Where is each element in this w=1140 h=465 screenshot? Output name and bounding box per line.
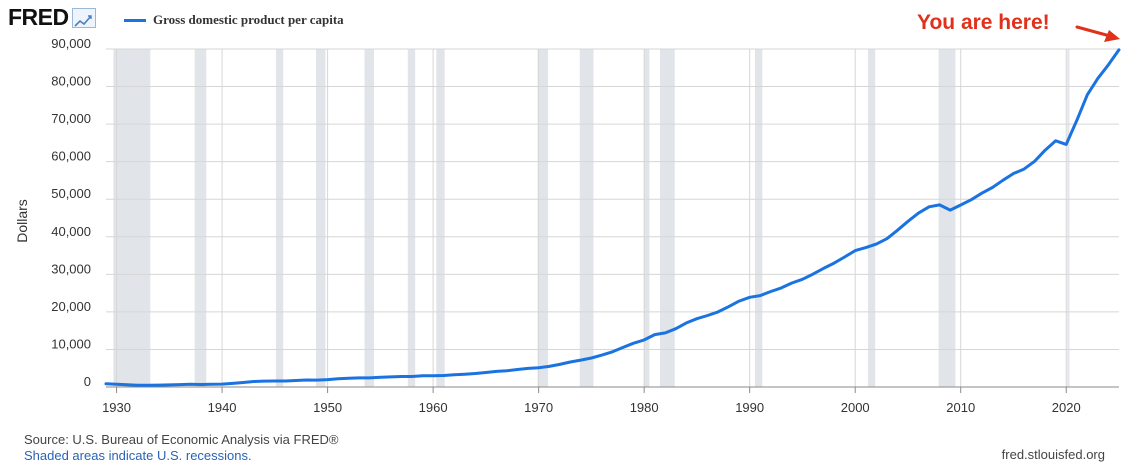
footer-source: Source: U.S. Bureau of Economic Analysis… (24, 432, 338, 464)
y-tick-label: 50,000 (51, 186, 91, 201)
recession-band (436, 49, 445, 387)
recession-band (275, 49, 284, 387)
y-tick-label: 70,000 (51, 111, 91, 126)
y-tick-label: 30,000 (51, 261, 91, 276)
annotation-arrow-head (1104, 30, 1120, 42)
x-tick-label: 1930 (102, 400, 131, 415)
fred-site-link[interactable]: fred.stlouisfed.org (1001, 447, 1105, 462)
recession-band (315, 49, 326, 387)
fred-logo[interactable]: FRED (8, 6, 96, 29)
gdp-per-capita-line (104, 48, 1121, 387)
legend-swatch (124, 18, 146, 22)
y-axis-label: Dollars (14, 199, 30, 243)
series-layer (104, 48, 1121, 387)
recession-band (754, 49, 763, 387)
gdp-per-capita-chart: 0 10,000 20,000 30,000 40,000 50,000 60,000 70,… (14, 25, 1121, 415)
x-tick-label: 1940 (208, 400, 237, 415)
recession-band (407, 49, 416, 387)
recession-band (938, 49, 956, 387)
y-tick-label: 20,000 (51, 299, 91, 314)
recession-band (579, 49, 594, 387)
y-tick-label: 10,000 (51, 336, 91, 351)
recession-band (364, 49, 375, 387)
x-tick-label: 1950 (313, 400, 342, 415)
recession-band (113, 49, 151, 387)
annotation-arrow-shaft (1075, 25, 1112, 38)
x-tick-label: 1980 (630, 400, 659, 415)
recession-band (867, 49, 876, 387)
x-tick-label: 1960 (419, 400, 448, 415)
annotation-arrow-layer (1075, 25, 1120, 42)
x-tick-label: 1970 (524, 400, 553, 415)
x-tick-label: 1990 (735, 400, 764, 415)
chart-trend-icon (71, 7, 96, 28)
y-tick-label: 60,000 (51, 149, 91, 164)
x-tick-label: 2000 (841, 400, 870, 415)
chart-legend: Gross domestic product per capita (124, 12, 344, 28)
source-text: Source: U.S. Bureau of Economic Analysis… (24, 432, 339, 447)
recession-band (659, 49, 675, 387)
y-tick-label: 40,000 (51, 224, 91, 239)
recession-bands (113, 49, 1070, 387)
x-tick-label: 2010 (946, 400, 975, 415)
fred-logo-text: FRED (8, 4, 69, 30)
recession-band (537, 49, 549, 387)
recession-band (1067, 49, 1070, 387)
recession-band (644, 49, 650, 387)
x-axis (106, 386, 1119, 393)
y-tick-label: 80,000 (51, 74, 91, 89)
legend-label: Gross domestic product per capita (153, 12, 344, 27)
you-are-here-annotation: You are here! (917, 11, 1050, 34)
recessions-note-link[interactable]: Shaded areas indicate U.S. recessions. (24, 448, 252, 463)
grid-lines (106, 48, 1119, 387)
recession-band (194, 49, 207, 387)
x-tick-label: 2020 (1052, 400, 1081, 415)
y-tick-label: 0 (84, 374, 91, 389)
tick-labels: 0 10,000 20,000 30,000 40,000 50,000 60,000 70,… (51, 36, 1080, 415)
y-tick-label: 90,000 (51, 36, 91, 51)
